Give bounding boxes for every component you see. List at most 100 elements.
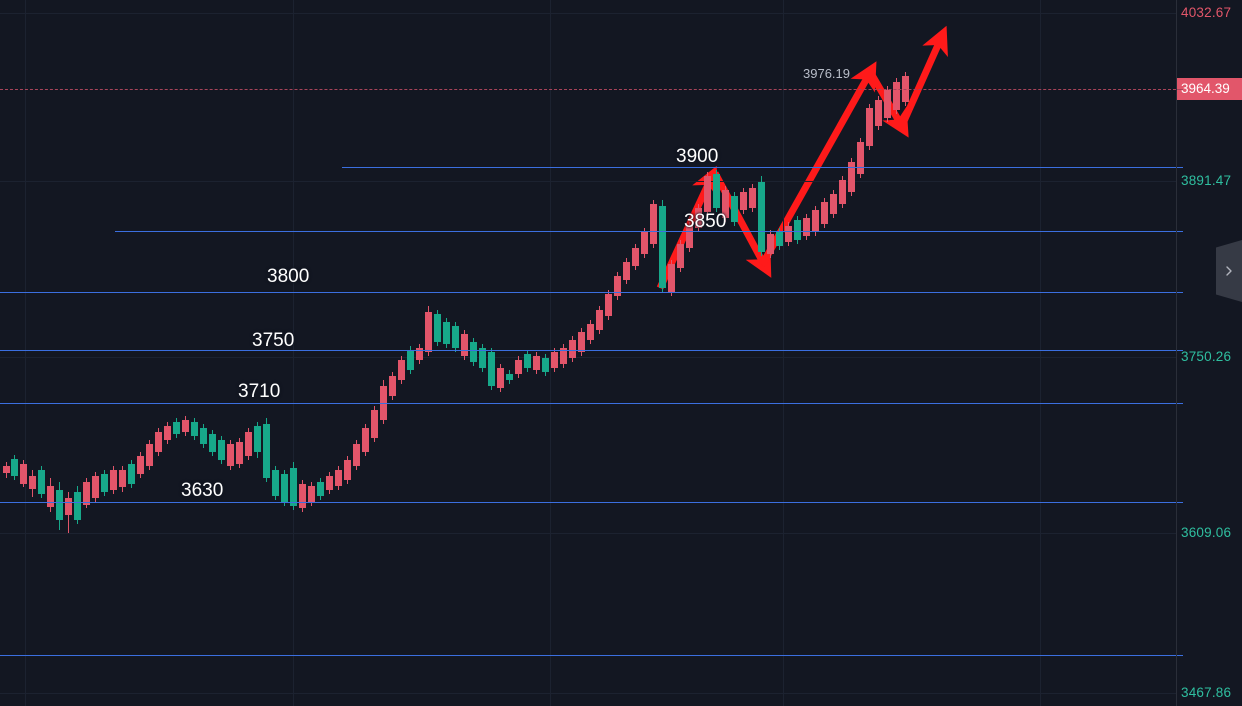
candle-body bbox=[56, 490, 63, 520]
candle-body bbox=[740, 192, 747, 210]
support-resistance-line[interactable] bbox=[0, 655, 1176, 656]
candle-body bbox=[560, 348, 567, 364]
candle-body bbox=[299, 484, 306, 508]
candle-body bbox=[479, 348, 486, 368]
candle-body bbox=[470, 342, 477, 362]
support-resistance-line[interactable] bbox=[0, 292, 1176, 293]
candle-body bbox=[722, 190, 729, 218]
candle-body bbox=[839, 180, 846, 204]
candle-body bbox=[317, 482, 324, 496]
candle-body bbox=[272, 470, 279, 496]
candle-body bbox=[695, 208, 702, 228]
candle-body bbox=[47, 486, 54, 507]
price-axis-tick-current bbox=[1177, 89, 1183, 90]
price-axis-tick bbox=[1177, 655, 1183, 656]
projection-arrow-layer bbox=[656, 25, 948, 290]
candle-body bbox=[227, 444, 234, 466]
candle-body bbox=[686, 226, 693, 248]
candle-body bbox=[767, 234, 774, 254]
candle-body bbox=[461, 334, 468, 356]
candle-body bbox=[578, 332, 585, 352]
support-resistance-line[interactable] bbox=[0, 502, 1176, 503]
candle-body bbox=[128, 464, 135, 484]
candle-body bbox=[398, 360, 405, 380]
candle-body bbox=[857, 142, 864, 174]
candle-body bbox=[893, 82, 900, 110]
candle-body bbox=[290, 468, 297, 506]
candle-body bbox=[668, 264, 675, 292]
candle-body bbox=[236, 442, 243, 464]
candle-body bbox=[515, 360, 522, 374]
candle-body bbox=[533, 356, 540, 370]
candle-body bbox=[569, 340, 576, 358]
candle-body bbox=[416, 348, 423, 360]
support-resistance-label: 3850 bbox=[684, 211, 727, 232]
support-resistance-line[interactable] bbox=[0, 350, 1176, 351]
candle-body bbox=[362, 428, 369, 452]
support-resistance-line[interactable] bbox=[115, 231, 1176, 232]
candle-body bbox=[875, 100, 882, 126]
candle-body bbox=[371, 410, 378, 438]
gridline-vertical bbox=[550, 0, 551, 706]
candle-body bbox=[92, 476, 99, 498]
price-axis-label: 3609.06 bbox=[1181, 525, 1232, 540]
candle-body bbox=[182, 420, 189, 432]
candle-body bbox=[83, 482, 90, 505]
support-resistance-label: 3710 bbox=[238, 381, 281, 402]
candle-body bbox=[497, 368, 504, 388]
candle-body bbox=[3, 466, 10, 473]
candle-body bbox=[812, 210, 819, 232]
candle-body bbox=[866, 108, 873, 146]
candle-body bbox=[65, 498, 72, 515]
candle-body bbox=[209, 434, 216, 452]
candle-body bbox=[335, 470, 342, 486]
panel-expand-button[interactable] bbox=[1216, 240, 1242, 302]
candle-body bbox=[614, 276, 621, 296]
gridline-horizontal bbox=[0, 181, 1176, 182]
candle-body bbox=[263, 424, 270, 478]
peak-price-annotation: 3976.19 bbox=[803, 66, 850, 81]
support-resistance-label: 3800 bbox=[267, 266, 310, 287]
support-resistance-line[interactable] bbox=[342, 167, 1176, 168]
candle-body bbox=[452, 326, 459, 348]
candle-body bbox=[74, 492, 81, 520]
candle-body bbox=[137, 456, 144, 474]
chevron-right-icon bbox=[1226, 266, 1232, 276]
candle-body bbox=[38, 470, 45, 494]
candle-body bbox=[848, 162, 855, 192]
gridline-horizontal bbox=[0, 533, 1176, 534]
candle-body bbox=[542, 358, 549, 372]
candle-body bbox=[425, 312, 432, 352]
gridline-vertical bbox=[1040, 0, 1041, 706]
price-axis-tick bbox=[1177, 350, 1183, 351]
candle-body bbox=[803, 218, 810, 236]
candle-body bbox=[884, 90, 891, 118]
candle-body bbox=[677, 244, 684, 268]
candle-body bbox=[731, 196, 738, 222]
candle-body bbox=[758, 182, 765, 252]
candle-body bbox=[173, 422, 180, 434]
candle-body bbox=[524, 354, 531, 368]
price-axis-label: 3750.26 bbox=[1181, 349, 1232, 364]
gridline-vertical bbox=[25, 0, 26, 706]
price-axis-tick bbox=[1177, 167, 1183, 168]
candle-body bbox=[326, 476, 333, 490]
current-price-badge: 3964.39 bbox=[1177, 78, 1242, 100]
candle-body bbox=[353, 444, 360, 466]
price-axis[interactable]: 4032.67 3964.39 3891.47 3750.26 3609.06 3467.… bbox=[1176, 0, 1242, 706]
support-resistance-label: 3630 bbox=[181, 480, 224, 501]
candle-body bbox=[119, 470, 126, 487]
candle-body bbox=[155, 432, 162, 452]
candle-body bbox=[794, 220, 801, 240]
candle-body bbox=[704, 176, 711, 212]
gridline-horizontal bbox=[0, 693, 1176, 694]
chart-plot-area[interactable]: 3900 3850 3800 3750 3710 3630 3976.19 bbox=[0, 0, 1176, 706]
candle-body bbox=[434, 314, 441, 342]
candle-body bbox=[29, 476, 36, 489]
support-resistance-line[interactable] bbox=[0, 403, 1176, 404]
candle-body bbox=[632, 248, 639, 266]
candle-body bbox=[407, 350, 414, 370]
candle-body bbox=[11, 459, 18, 476]
candle-body bbox=[389, 376, 396, 396]
price-axis-label: 3467.86 bbox=[1181, 685, 1232, 700]
